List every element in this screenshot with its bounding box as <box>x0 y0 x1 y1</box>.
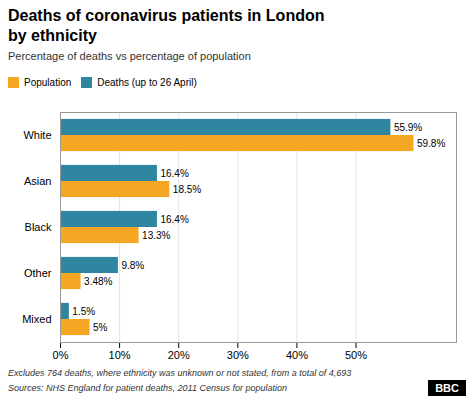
svg-text:Black: Black <box>25 221 52 233</box>
svg-text:55.9%: 55.9% <box>394 122 422 133</box>
svg-text:Mixed: Mixed <box>22 313 51 325</box>
svg-text:40%: 40% <box>286 349 308 361</box>
svg-text:59.8%: 59.8% <box>417 138 445 149</box>
html-text:BBC: BBC <box>435 382 459 394</box>
svg-text:1.5%: 1.5% <box>72 306 95 317</box>
html-text:Deaths of coronavirus patients: Deaths of coronavirus patients in London… <box>8 7 325 44</box>
svg-text:13.3%: 13.3% <box>142 230 170 241</box>
svg-text:0%: 0% <box>53 349 69 361</box>
html-text:Sources: NHS England for patie: Sources: NHS England for patient deaths,… <box>8 383 287 393</box>
html-text:Excludes 764 deaths, where eth: Excludes 764 deaths, where ethnicity was… <box>8 368 352 378</box>
svg-text:30%: 30% <box>227 349 249 361</box>
svg-text:18.5%: 18.5% <box>173 184 201 195</box>
svg-text:3.48%: 3.48% <box>84 276 112 287</box>
svg-text:5%: 5% <box>93 322 108 333</box>
svg-text:16.4%: 16.4% <box>160 168 188 179</box>
svg-text:10%: 10% <box>109 349 131 361</box>
html-text:Percentage of deaths vs percen: Percentage of deaths vs percentage of po… <box>8 50 251 62</box>
svg-text:9.8%: 9.8% <box>121 260 144 271</box>
html-text:Deaths (up to 26 April): Deaths (up to 26 April) <box>97 77 197 88</box>
svg-text:20%: 20% <box>168 349 190 361</box>
svg-text:Asian: Asian <box>24 175 52 187</box>
html-text:Population: Population <box>24 77 72 88</box>
svg-text:Other: Other <box>24 267 52 279</box>
svg-text:50%: 50% <box>345 349 367 361</box>
svg-text:16.4%: 16.4% <box>160 214 188 225</box>
svg-text:White: White <box>23 129 51 141</box>
